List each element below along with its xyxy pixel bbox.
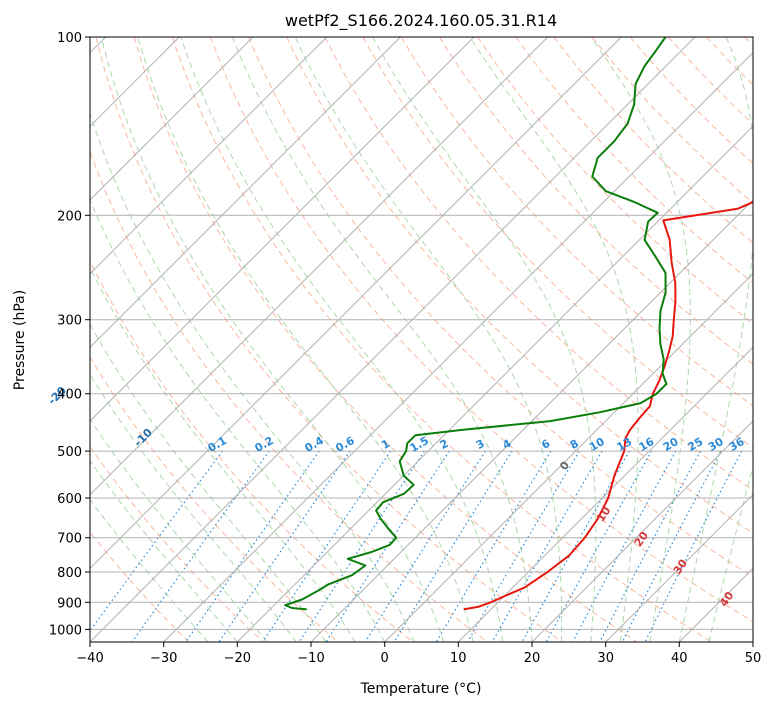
x-tick-label: 10 — [450, 651, 467, 666]
moist-adiabat-line — [90, 323, 327, 642]
x-tick-label: −20 — [224, 651, 251, 666]
moist-adiabat-line — [372, 37, 597, 642]
moist-adiabat-line — [100, 37, 445, 642]
y-tick-label: 400 — [57, 388, 82, 403]
sounding-series — [284, 37, 753, 611]
isotherm-line — [90, 37, 696, 642]
moist-adiabat-line — [678, 37, 753, 642]
y-tick-label: 1000 — [49, 623, 82, 638]
x-tick-label: 40 — [671, 651, 688, 666]
moist-adiabat-line — [590, 37, 691, 642]
isotherm-line — [90, 37, 549, 496]
x-axis-title: Temperature (°C) — [360, 681, 482, 697]
mixing-ratio-line — [599, 450, 702, 642]
grid-lines — [90, 37, 753, 642]
moist-adiabat-line — [294, 37, 563, 642]
x-tick-label: 50 — [745, 651, 762, 666]
temperature-profile-line — [463, 201, 753, 611]
moist-adiabat-line — [90, 459, 238, 642]
isotherm-line — [236, 125, 753, 642]
dry-adiabat-line — [324, 37, 753, 491]
isotherm-line — [90, 37, 254, 201]
dry-adiabat-line — [90, 356, 339, 642]
y-tick-label: 500 — [57, 445, 82, 460]
moist-adiabat-line — [469, 37, 639, 642]
x-tick-label: 30 — [597, 651, 614, 666]
isotherm-line — [457, 346, 753, 642]
y-tick-label: 700 — [57, 532, 82, 547]
mixing-ratio-line — [621, 450, 722, 642]
x-tick-label: −30 — [150, 651, 177, 666]
y-tick-label: 300 — [57, 314, 82, 329]
x-axis-ticks: −40 −30 −20 −10 0 10 20 30 40 50 — [76, 642, 761, 666]
mixing-ratio-line — [325, 450, 450, 642]
mixing-ratio-line — [298, 450, 425, 642]
moist-adiabat-line — [708, 464, 753, 642]
dry-adiabat-line — [90, 445, 264, 642]
x-tick-label: 0 — [381, 651, 389, 666]
mixing-ratio-line — [435, 450, 552, 642]
mixing-ratio-line — [545, 450, 653, 642]
moist-adiabat-line — [231, 37, 533, 642]
isotherm-line — [605, 493, 753, 642]
moist-adiabat-line — [90, 112, 415, 642]
y-tick-label: 900 — [57, 596, 82, 611]
mixing-ratio-line — [572, 450, 677, 642]
dry-adiabat-line — [438, 37, 753, 366]
isotherm-line — [90, 37, 475, 422]
x-tick-label: −40 — [76, 651, 103, 666]
mixing-ratio-line — [521, 450, 631, 642]
background-lines — [90, 37, 753, 642]
dry-adiabat-line — [477, 37, 753, 325]
isotherm-line — [163, 51, 753, 642]
dry-adiabat-line — [95, 37, 563, 642]
moist-adiabat-line — [90, 498, 209, 642]
moist-adiabat-line — [90, 198, 386, 642]
chart-title: wetPf2_S166.2024.160.05.31.R14 — [285, 11, 557, 31]
x-tick-label: 20 — [524, 651, 541, 666]
isotherm-line — [531, 420, 753, 642]
isotherm-line — [90, 37, 622, 570]
dewpoint-profile-line — [284, 37, 668, 611]
y-tick-label: 800 — [57, 566, 82, 581]
dry-adiabat-line — [210, 37, 753, 623]
mixing-ratio-line — [90, 450, 223, 632]
isotherm-line — [90, 37, 401, 349]
mixing-ratio-line — [466, 450, 580, 642]
moist-adiabat-line — [90, 418, 268, 642]
isotherm-line — [384, 272, 753, 642]
moist-adiabat-line — [90, 266, 356, 642]
y-tick-label: 100 — [57, 31, 82, 46]
x-tick-label: −10 — [297, 651, 324, 666]
isotherm-line — [90, 37, 328, 275]
y-tick-label: 200 — [57, 209, 82, 224]
mixing-ratio-line — [218, 450, 351, 642]
isotherm-line — [310, 199, 753, 642]
plot-frame — [89, 36, 754, 643]
dry-adiabat-line — [248, 37, 753, 578]
mixing-ratio-line — [262, 450, 392, 642]
y-axis-title: Pressure (hPa) — [12, 290, 28, 390]
dry-adiabat-line — [133, 37, 638, 642]
y-axis-ticks: 100 200 300 400 500 600 700 800 900 1000 — [49, 31, 90, 638]
dry-adiabat-line — [90, 150, 488, 642]
moist-adiabat-line — [90, 373, 297, 642]
y-tick-label: 600 — [57, 492, 82, 507]
moist-adiabat-line — [137, 37, 474, 642]
